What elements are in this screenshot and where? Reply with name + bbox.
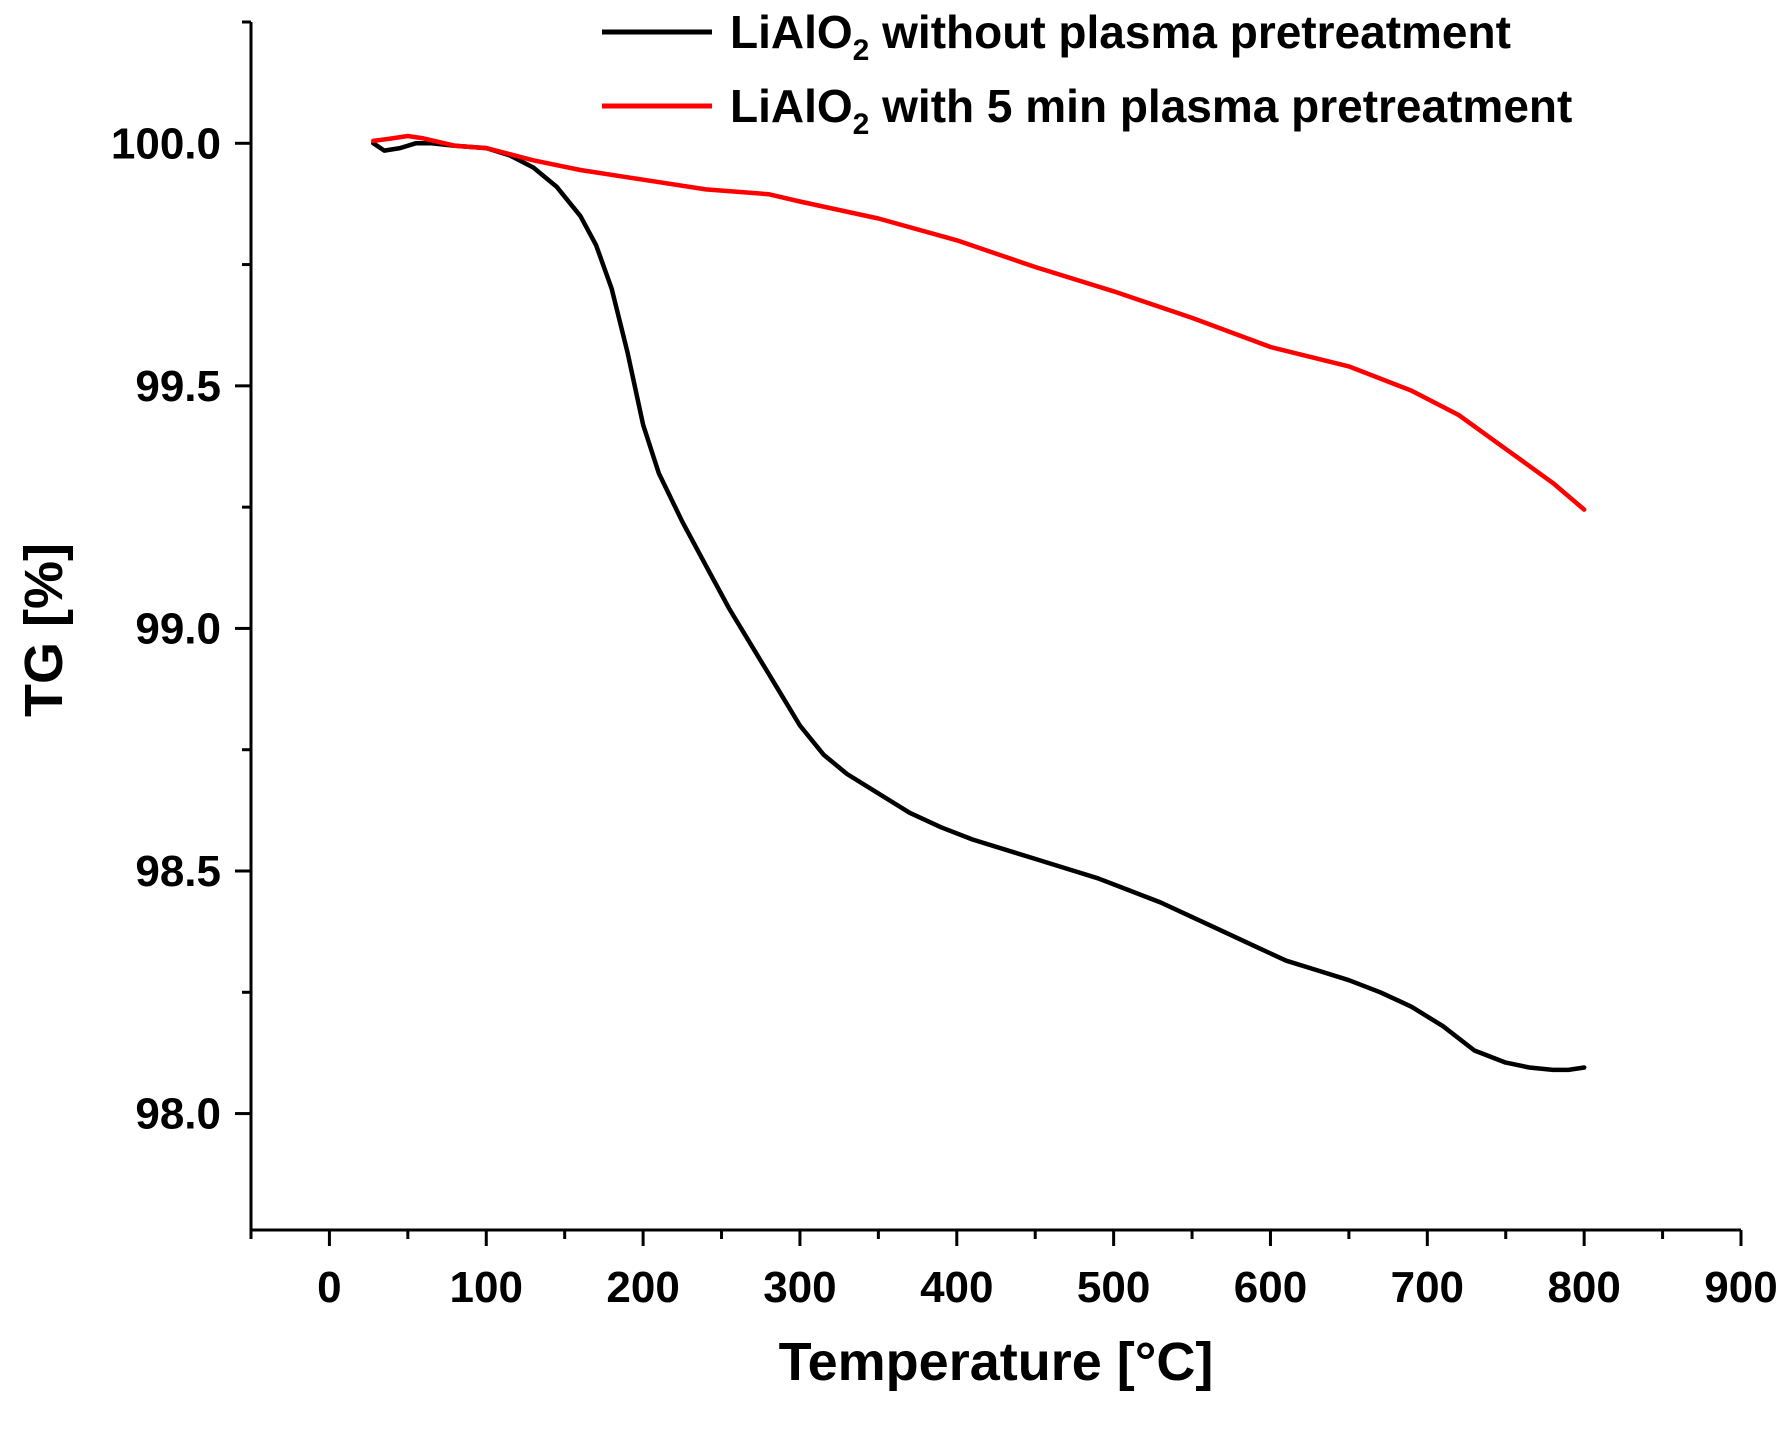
- x-tick-label: 700: [1391, 1263, 1464, 1312]
- legend-label-red: LiAlO2 with 5 min plasma pretreatment: [730, 80, 1572, 141]
- series-line-without-plasma: [371, 141, 1587, 1073]
- legend-label-black-main: LiAlO: [730, 6, 853, 58]
- y-tick-label: 99.5: [135, 362, 221, 411]
- legend-label-red-main: LiAlO: [730, 80, 853, 132]
- legend: LiAlO2 without plasma pretreatment LiAlO…: [602, 6, 1572, 141]
- x-tick-label: 300: [763, 1263, 836, 1312]
- y-axis-title: TG [%]: [14, 543, 74, 717]
- legend-label-black-rest: without plasma pretreatment: [869, 6, 1511, 58]
- y-tick-label: 100.0: [111, 119, 221, 168]
- x-tick-label: 800: [1547, 1263, 1620, 1312]
- x-tick-label: 500: [1077, 1263, 1150, 1312]
- axes: [249, 22, 1741, 1232]
- x-axis-title: Temperature [°C]: [779, 1332, 1214, 1392]
- y-axis-ticks: 98.0 98.5 99.0 99.5 100.0: [111, 20, 251, 1139]
- x-tick-label: 400: [920, 1263, 993, 1312]
- y-tick-label: 98.0: [135, 1090, 221, 1139]
- x-tick-label: 200: [606, 1263, 679, 1312]
- legend-label-red-rest: with 5 min plasma pretreatment: [869, 80, 1572, 132]
- x-tick-label: 0: [317, 1263, 341, 1312]
- x-axis-ticks: 0 100 200 300 400 500 600 700 800 900: [249, 1230, 1778, 1312]
- legend-label-red-sub: 2: [853, 108, 870, 141]
- y-tick-label: 98.5: [135, 847, 221, 896]
- legend-label-black-sub: 2: [853, 34, 870, 67]
- x-tick-label: 100: [450, 1263, 523, 1312]
- series-line-with-plasma: [371, 133, 1587, 512]
- legend-label-black: LiAlO2 without plasma pretreatment: [730, 6, 1511, 67]
- y-tick-label: 99.0: [135, 604, 221, 653]
- plot-lines: [371, 133, 1587, 1073]
- x-tick-label: 900: [1704, 1263, 1777, 1312]
- x-tick-label: 600: [1234, 1263, 1307, 1312]
